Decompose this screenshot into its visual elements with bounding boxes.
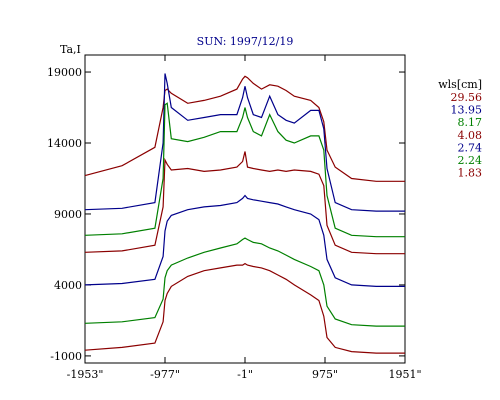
y-axis-ticks: 19000 14000 9000 4000 -1000 [47, 66, 405, 363]
x-tick-label: 1951" [388, 368, 421, 381]
series-line-1 [84, 75, 405, 182]
x-tick-label: -1953" [67, 368, 104, 381]
y-tick-label: -1000 [50, 350, 82, 363]
y-tick-label: 14000 [47, 137, 82, 150]
legend-entry: 29.56 [451, 91, 483, 104]
x-tick-label: 975" [312, 368, 338, 381]
legend-entry: 2.74 [458, 141, 483, 154]
y-tick-label: 4000 [54, 279, 82, 292]
legend-entry: 4.08 [458, 129, 483, 142]
legend-title: wls[cm] [438, 78, 482, 91]
legend-entry: 2.24 [458, 154, 483, 167]
y-tick-label: 19000 [47, 66, 82, 79]
legend-entry: 8.17 [458, 116, 483, 129]
series-line-6 [84, 237, 405, 327]
series-lines [84, 73, 405, 354]
legend-entry: 1.83 [458, 167, 483, 180]
series-line-5 [84, 194, 405, 287]
y-axis-label: Ta,I [60, 43, 81, 56]
series-line-4 [84, 151, 405, 255]
legend-entry: 13.95 [451, 104, 483, 117]
series-line-3 [84, 102, 405, 238]
x-tick-label: -1" [237, 368, 253, 381]
series-line-7 [84, 262, 405, 354]
y-tick-label: 9000 [54, 208, 82, 221]
series-line-2 [84, 73, 405, 212]
chart-title: SUN: 1997/12/19 [197, 35, 294, 48]
x-axis-ticks: -1953" -977" -1" 975" 1951" [67, 55, 422, 381]
plot-frame [84, 54, 406, 364]
x-tick-label: -977" [150, 368, 180, 381]
